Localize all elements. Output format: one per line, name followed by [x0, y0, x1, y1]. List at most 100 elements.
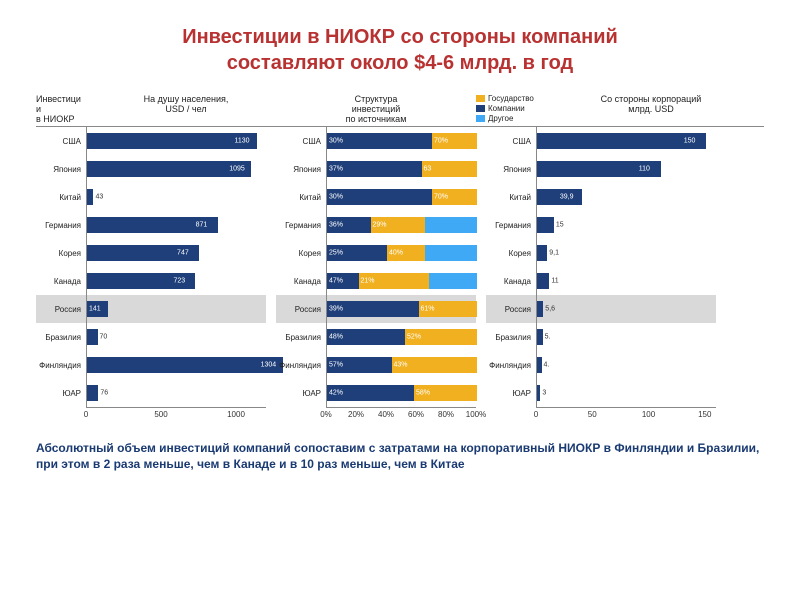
stacked-plot: 42%58%	[326, 379, 476, 407]
bar-plot: 5,6	[536, 295, 716, 323]
axis-tick: 500	[154, 410, 167, 419]
bar-value-label: 110	[639, 166, 650, 173]
segment-label: 61%	[421, 306, 435, 313]
stacked-plot: 30%70%	[326, 183, 476, 211]
country-label: США	[36, 137, 86, 146]
panel2-header: Структура инвестиций по источникам	[276, 94, 476, 124]
stacked-plot: 39% 61%	[326, 295, 476, 323]
bar	[537, 329, 543, 345]
bar-value-label: 15	[556, 222, 564, 229]
bar-row: Китай43	[36, 183, 266, 211]
chart-panel-2: США30%70%Япония37%63Китай30%70%Германия3…	[276, 127, 476, 427]
bar-plot: 43	[86, 183, 266, 211]
axis-tick: 100%	[466, 410, 486, 419]
bar-plot: 747	[86, 239, 266, 267]
legend-item-comp: Компании	[476, 104, 546, 113]
legend: Государство Компании Другое	[476, 94, 546, 123]
bar-value-label: 723	[173, 278, 185, 285]
bar-plot: 141	[86, 295, 266, 323]
bar-value-label: 141	[89, 306, 101, 313]
x-axis: 0%20%40%60%80%100%	[326, 407, 476, 427]
bar-value-label: 5,6	[545, 306, 555, 313]
bar	[537, 385, 540, 401]
bar-value-label: 1304	[261, 362, 277, 369]
charts-row: США1130Япония1095Китай43Германия871Корея…	[36, 126, 764, 416]
segment-label: 42%	[329, 390, 343, 397]
bar-plot: 5.	[536, 323, 716, 351]
stacked-row: Канада47%21%	[276, 267, 476, 295]
bar-row: Канада723	[36, 267, 266, 295]
stacked-plot: 25%40%	[326, 239, 476, 267]
bar-segment: 43%	[392, 357, 478, 373]
bar-value-label: 11	[551, 278, 558, 285]
bar-row: Китай39,9	[486, 183, 716, 211]
bar-row: Бразилия70	[36, 323, 266, 351]
bar-row: Германия 15	[486, 211, 716, 239]
stacked-plot: 30%70%	[326, 127, 476, 155]
stacked-row: Россия39% 61%	[276, 295, 476, 323]
country-label: США	[276, 137, 326, 146]
country-label: Германия	[36, 221, 86, 230]
bar-plot: 3	[536, 379, 716, 407]
legend-swatch-gov	[476, 95, 485, 102]
segment-label: 36%	[329, 222, 343, 229]
bar-segment: 70%	[432, 189, 477, 205]
segment-label: 70%	[434, 138, 448, 145]
bar-plot: 1095	[86, 155, 266, 183]
axis-tick: 0	[534, 410, 538, 419]
country-label: Германия	[486, 221, 536, 230]
bar-row: Россия141	[36, 295, 266, 323]
bar-row: ЮАР3	[486, 379, 716, 407]
axis-tick: 60%	[408, 410, 424, 419]
country-label: Корея	[486, 249, 536, 258]
segment-label: 39%	[329, 306, 343, 313]
country-label: Россия	[486, 305, 536, 314]
bar-plot: 4.	[536, 351, 716, 379]
stacked-plot: 57%43%	[326, 351, 476, 379]
bar-segment: 30%	[327, 189, 432, 205]
stacked-row: ЮАР42%58%	[276, 379, 476, 407]
stacked-row: Германия36%29%	[276, 211, 476, 239]
segment-label: 40%	[389, 250, 403, 257]
bar-value-label: 4.	[544, 362, 550, 369]
country-label: Россия	[276, 305, 326, 314]
bar-plot: 11	[536, 267, 716, 295]
bar-row: США150	[486, 127, 716, 155]
bar-segment: 42%	[327, 385, 414, 401]
bar-plot: 1130	[86, 127, 266, 155]
bar-row: США1130	[36, 127, 266, 155]
country-label: ЮАР	[276, 389, 326, 398]
country-label: Бразилия	[486, 333, 536, 342]
country-label: Финляндия	[276, 361, 326, 370]
country-label: Финляндия	[36, 361, 86, 370]
panel-headers: Инвестици и в НИОКР На душу населения, U…	[36, 94, 764, 124]
panel3-header: Со стороны корпораций млрд. USD	[546, 94, 756, 114]
bar-value-label: 43	[95, 194, 103, 201]
bar-row: Япония110	[486, 155, 716, 183]
bar-plot: 39,9	[536, 183, 716, 211]
bar-value-label: 747	[177, 250, 189, 257]
bar-value-label: 39,9	[560, 194, 574, 201]
bar-plot: 70	[86, 323, 266, 351]
bar-row: Бразилия 5.	[486, 323, 716, 351]
country-label: ЮАР	[36, 389, 86, 398]
country-label: Корея	[276, 249, 326, 258]
bar	[537, 301, 543, 317]
chart-panel-3: США150Япония110Китай39,9 Германия 15 Корея 9…	[486, 127, 716, 427]
bar-value-label: 3	[542, 390, 546, 397]
bar-row: Канада 11	[486, 267, 716, 295]
bar-row: Германия871	[36, 211, 266, 239]
stacked-plot: 36% 29%	[326, 211, 476, 239]
legend-swatch-comp	[476, 105, 485, 112]
bar-value-label: 150	[684, 138, 696, 145]
bar	[87, 329, 98, 345]
stacked-row: Китай30%70%	[276, 183, 476, 211]
bar-segment: 70%	[432, 133, 477, 149]
bar-value-label: 5.	[545, 334, 551, 341]
country-label: Канада	[486, 277, 536, 286]
bar-row: Финляндия1304	[36, 351, 266, 379]
bar-segment	[429, 273, 477, 289]
page-title: Инвестиции в НИОКР со стороны компаний с…	[36, 24, 764, 76]
bar-segment: 29%	[371, 217, 425, 233]
bar-value-label: 9,1	[549, 250, 559, 257]
